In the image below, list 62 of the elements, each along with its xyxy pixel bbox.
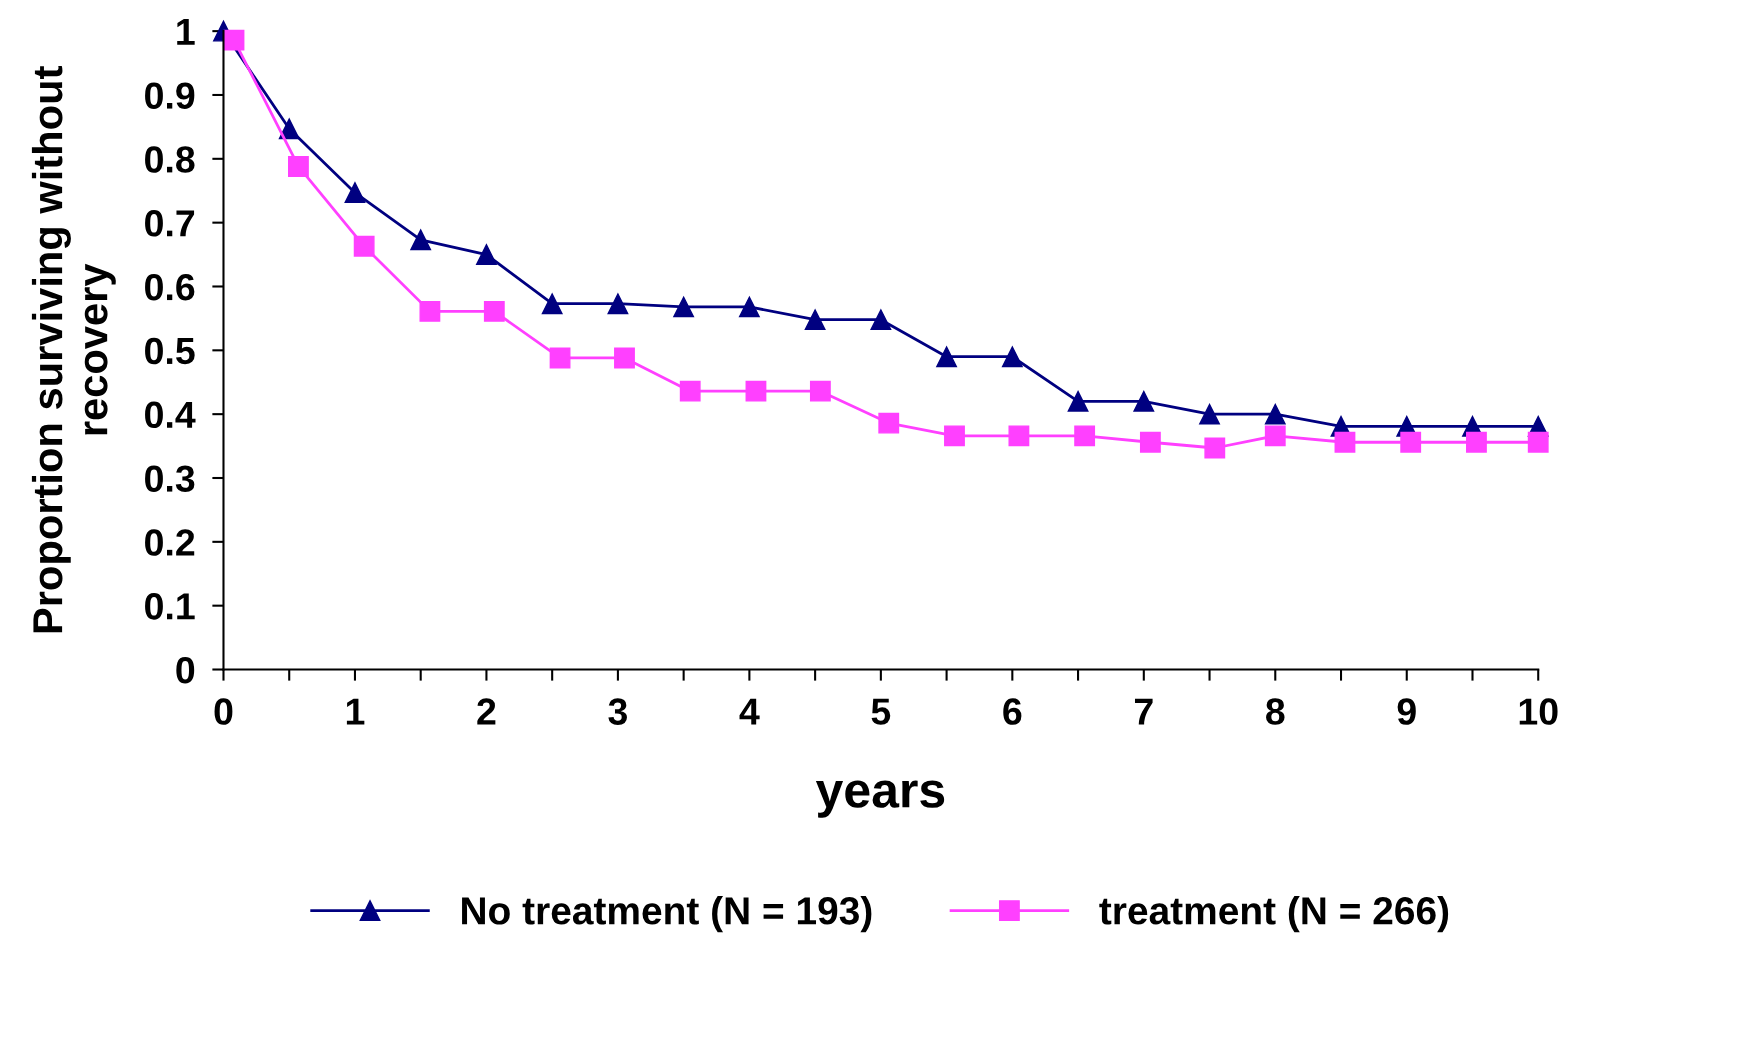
y-tick-label: 0.1 <box>145 593 195 620</box>
x-tick-label: 7 <box>1134 698 1153 725</box>
legend-label: No treatment (N = 193) <box>462 896 872 933</box>
point <box>1264 403 1286 425</box>
point <box>549 347 571 369</box>
point <box>1400 431 1422 453</box>
y-tick-label: 0.6 <box>145 273 195 301</box>
point <box>1001 346 1023 368</box>
y-tick-label: 0.2 <box>145 529 195 556</box>
x-tick-label: 5 <box>871 698 891 725</box>
y-axis-title: Proportion surviving without recovery <box>31 66 116 633</box>
point <box>804 309 826 331</box>
point <box>476 244 497 265</box>
x-tick-label: 2 <box>477 698 496 725</box>
y-tick-label: 0.3 <box>145 465 195 493</box>
point <box>1199 403 1220 425</box>
x-axis-title: years <box>815 780 945 818</box>
y-tick-label: 1 <box>177 18 195 45</box>
point <box>614 347 635 369</box>
y-tick-label: 0.9 <box>145 82 195 109</box>
x-tick-label: 0 <box>214 698 233 725</box>
point <box>944 425 965 447</box>
point <box>738 296 760 318</box>
point <box>936 346 958 368</box>
x-tick-label: 3 <box>608 698 627 725</box>
point <box>870 309 892 331</box>
point <box>1466 431 1487 453</box>
x-tick-label: 8 <box>1266 698 1285 725</box>
point <box>809 380 831 402</box>
point <box>1264 425 1286 447</box>
point <box>288 156 309 177</box>
point <box>607 293 629 315</box>
legend-label: treatment (N = 266) <box>1099 896 1449 933</box>
point <box>1133 390 1155 412</box>
point <box>278 118 300 140</box>
point <box>1067 390 1089 412</box>
point <box>1074 425 1096 447</box>
x-tick-label: 1 <box>346 698 365 725</box>
y-tick-label: 0.4 <box>145 401 196 429</box>
point <box>1139 431 1161 453</box>
x-tick-label: 4 <box>739 698 760 725</box>
y-tick-label: 0.5 <box>145 337 195 365</box>
point <box>673 296 695 318</box>
point <box>419 300 441 322</box>
point <box>1008 425 1030 447</box>
x-tick-label: 10 <box>1519 698 1558 725</box>
point <box>679 380 701 402</box>
point <box>541 293 563 315</box>
y-tick-label: 0.8 <box>145 146 195 173</box>
point <box>1527 431 1549 453</box>
x-tick-label: 9 <box>1397 698 1416 725</box>
point <box>410 229 432 251</box>
x-tick-label: 6 <box>1003 698 1022 725</box>
y-tick-label: 0 <box>176 656 195 684</box>
point <box>353 235 375 257</box>
point <box>745 380 767 402</box>
point <box>483 300 505 322</box>
y-tick-label: 0.7 <box>145 210 195 237</box>
point <box>1334 431 1356 453</box>
point <box>344 182 366 204</box>
point <box>1204 437 1226 459</box>
point <box>878 412 900 434</box>
